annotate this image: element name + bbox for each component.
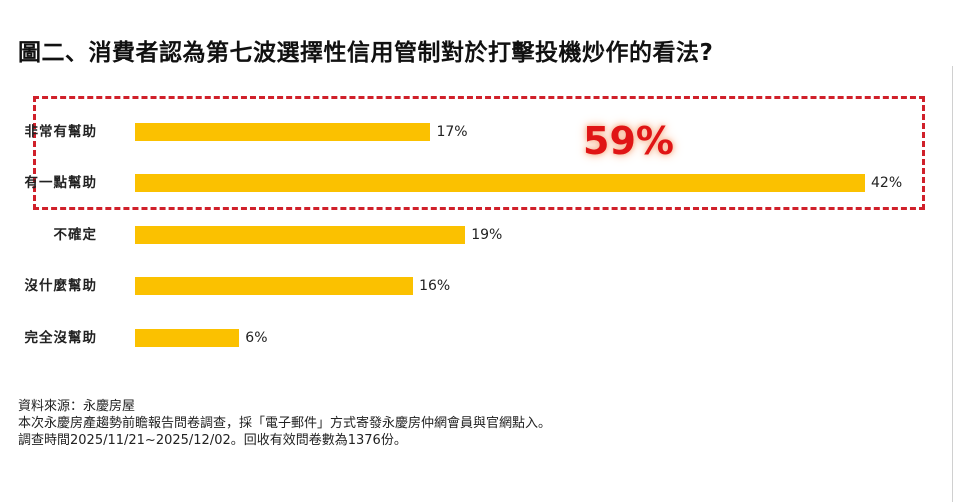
bar-value: 17% (436, 124, 468, 140)
bar-value: 19% (471, 227, 503, 243)
bar-value: 6% (245, 330, 268, 346)
bar-label: 非常有幫助 (24, 124, 97, 140)
bar (135, 123, 431, 141)
bar-row: 完全沒幫助 6% (0, 328, 940, 348)
footnotes: 資料來源：永慶房屋 本次永慶房產趨勢前瞻報告問卷調查，採「電子郵件」方式寄發永慶… (18, 398, 551, 449)
bar-label: 不確定 (53, 227, 97, 243)
highlight-box (33, 96, 925, 210)
bar (135, 174, 865, 192)
bar-row: 不確定 19% (0, 225, 940, 245)
chart-title: 圖二、消費者認為第七波選擇性信用管制對於打擊投機炒作的看法? (18, 40, 714, 66)
bar-row: 非常有幫助 17% (0, 122, 940, 142)
bar (135, 226, 466, 244)
callout-total: 59% (583, 119, 674, 163)
bar-label: 有一點幫助 (24, 175, 97, 191)
divider (952, 66, 953, 502)
method-note: 本次永慶房產趨勢前瞻報告問卷調查，採「電子郵件」方式寄發永慶房仲網會員與官網點入… (18, 416, 552, 431)
bar-value: 42% (871, 175, 903, 191)
period-note: 調查時間2025/11/21~2025/12/02。回收有效問卷數為1376份。 (18, 433, 407, 448)
bar-label: 完全沒幫助 (24, 330, 97, 346)
bar-row: 沒什麼幫助 16% (0, 276, 940, 296)
bar (135, 277, 414, 295)
bar-label: 沒什麼幫助 (24, 278, 97, 294)
bar-value: 16% (419, 278, 451, 294)
bar-row: 有一點幫助 42% (0, 173, 940, 193)
bar (135, 329, 240, 347)
source-note: 資料來源：永慶房屋 (18, 399, 136, 414)
